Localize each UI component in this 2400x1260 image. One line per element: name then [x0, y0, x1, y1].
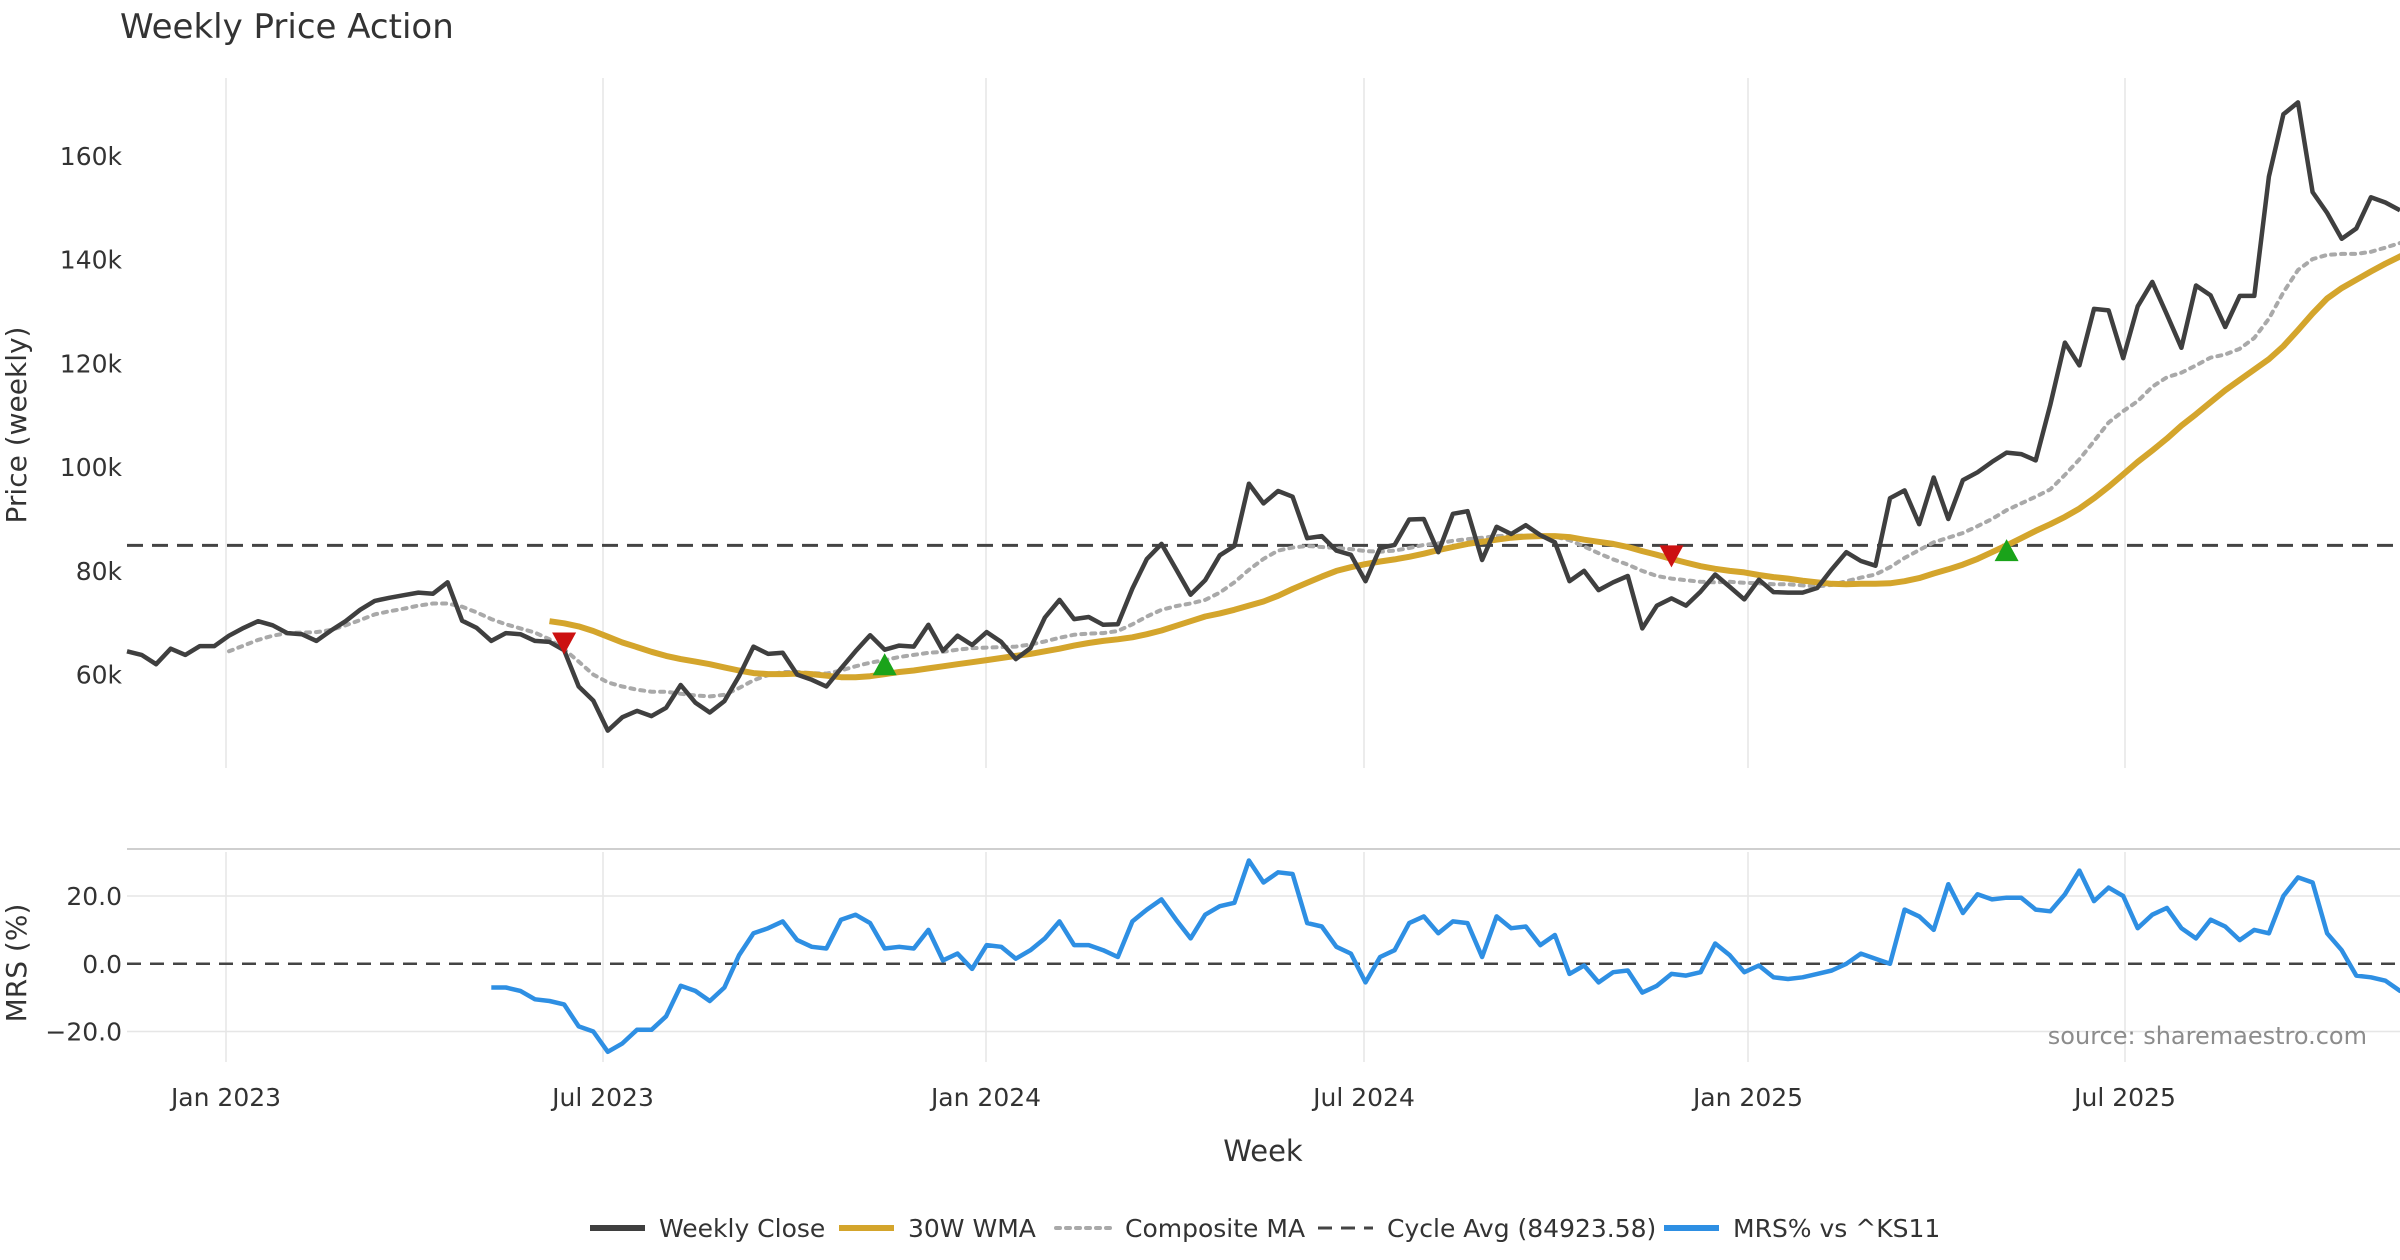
x-tick-label: Jan 2023 [169, 1083, 281, 1112]
legend-label: 30W WMA [908, 1214, 1036, 1243]
wma-30w-line [549, 253, 2400, 681]
x-tick-labels: Jan 2023 Jul 2023 Jan 2024 Jul 2024 Jan 2025… [169, 1083, 2176, 1112]
price-y-axis-label: Price (weekly) [0, 327, 33, 524]
mrs-line [491, 858, 2400, 1055]
x-tick-label: Jul 2023 [550, 1083, 654, 1112]
price-y-ticks: 60k 80k 100k 120k 140k 160k [60, 142, 123, 690]
mrs-y-axis-label: MRS (%) [0, 904, 33, 1023]
weekly-close-line [126, 100, 2400, 733]
legend-label: Weekly Close [659, 1214, 825, 1243]
price-panel: 60k 80k 100k 120k 140k 160k Price (weekly) [0, 78, 2400, 768]
mrs-y-tick-label: 20.0 [66, 882, 122, 911]
mrs-y-tick-label: −20.0 [45, 1018, 122, 1047]
legend-label: Cycle Avg (84923.58) [1387, 1214, 1656, 1243]
price-y-tick-label: 120k [60, 349, 123, 378]
chart-title: Weekly Price Action [120, 7, 454, 47]
price-y-tick-label: 140k [60, 246, 123, 275]
mrs-y-ticks: 20.0 0.0 −20.0 [45, 882, 122, 1046]
price-grid [225, 78, 2126, 768]
price-y-tick-label: 80k [76, 557, 123, 586]
mrs-panel: 20.0 0.0 −20.0 MRS (%) source: sharemaestr… [0, 852, 2400, 1062]
price-y-tick-label: 60k [76, 661, 123, 690]
sell-signal-marker [1659, 545, 1684, 568]
mrs-y-tick-label: 0.0 [82, 950, 122, 979]
legend: Weekly Close 30W WMA Composite MA Cycle Avg… [590, 1214, 1940, 1243]
buy-signal-marker [872, 653, 897, 676]
price-y-tick-label: 100k [60, 453, 123, 482]
price-y-tick-label: 160k [60, 142, 123, 171]
source-label: source: sharemaestro.com [2048, 1022, 2367, 1050]
legend-label: Composite MA [1125, 1214, 1305, 1243]
x-tick-label: Jan 2025 [1691, 1083, 1803, 1112]
legend-label: MRS% vs ^KS11 [1733, 1214, 1940, 1243]
composite-ma-line [227, 240, 2400, 699]
mrs-grid [127, 852, 2400, 1062]
x-axis-label: Week [1223, 1134, 1303, 1168]
x-tick-label: Jul 2025 [2072, 1083, 2176, 1112]
buy-signal-marker [1994, 539, 2019, 562]
x-tick-label: Jul 2024 [1311, 1083, 1415, 1112]
sell-signal-marker [552, 632, 577, 655]
signal-markers [552, 539, 2019, 676]
x-tick-label: Jan 2024 [929, 1083, 1041, 1112]
